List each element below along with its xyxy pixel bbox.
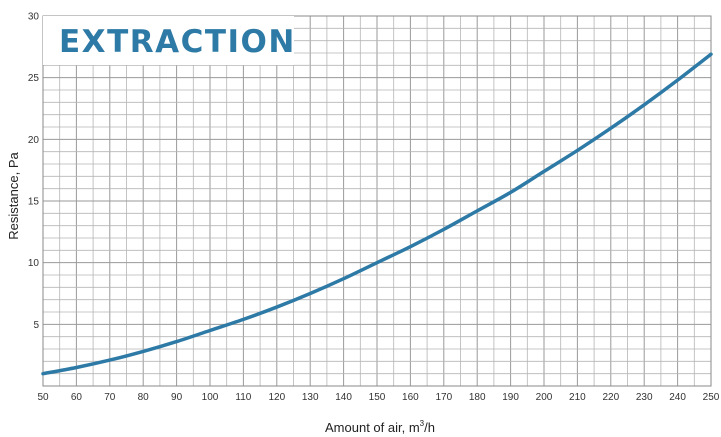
x-tick-label: 50	[37, 392, 49, 403]
x-tick-label: 150	[369, 392, 386, 403]
x-tick-label: 100	[202, 392, 219, 403]
x-tick-label: 120	[268, 392, 285, 403]
grid	[43, 16, 711, 386]
x-tick-label: 180	[469, 392, 486, 403]
x-tick-labels: 50 60 70 80 90 100 110 120 130 140 150 160 170 180 190…	[37, 392, 719, 403]
y-tick-label: 15	[28, 197, 40, 208]
x-tick-label: 130	[302, 392, 319, 403]
x-tick-label: 240	[669, 392, 686, 403]
y-tick-label: 30	[28, 12, 40, 23]
x-tick-label: 110	[235, 392, 251, 403]
y-axis-title: Resistance, Pa	[6, 152, 21, 240]
y-tick-label: 25	[28, 73, 40, 84]
x-tick-label: 250	[703, 392, 720, 403]
x-tick-label: 220	[602, 392, 619, 403]
x-tick-label: 160	[402, 392, 419, 403]
x-tick-label: 230	[636, 392, 653, 403]
x-tick-label: 90	[171, 392, 183, 403]
y-tick-label: 5	[33, 320, 39, 331]
x-tick-label: 200	[536, 392, 553, 403]
y-tick-label: 20	[28, 135, 40, 146]
x-tick-label: 60	[71, 392, 83, 403]
x-tick-label: 80	[138, 392, 150, 403]
x-axis-title-main: Amount of air, m	[325, 420, 420, 435]
title-box: EXTRACTION	[43, 16, 296, 65]
y-tick-labels: 5 10 15 20 25 30	[28, 12, 40, 331]
y-tick-label: 10	[28, 258, 40, 269]
x-tick-label: 170	[435, 392, 452, 403]
chart-title: EXTRACTION	[59, 24, 296, 60]
x-axis-title-suffix: /h	[424, 420, 435, 435]
x-tick-label: 190	[502, 392, 519, 403]
x-tick-label: 140	[335, 392, 352, 403]
x-tick-label: 70	[104, 392, 116, 403]
x-tick-label: 210	[569, 392, 586, 403]
x-axis-title: Amount of air, m3/h	[325, 419, 435, 435]
